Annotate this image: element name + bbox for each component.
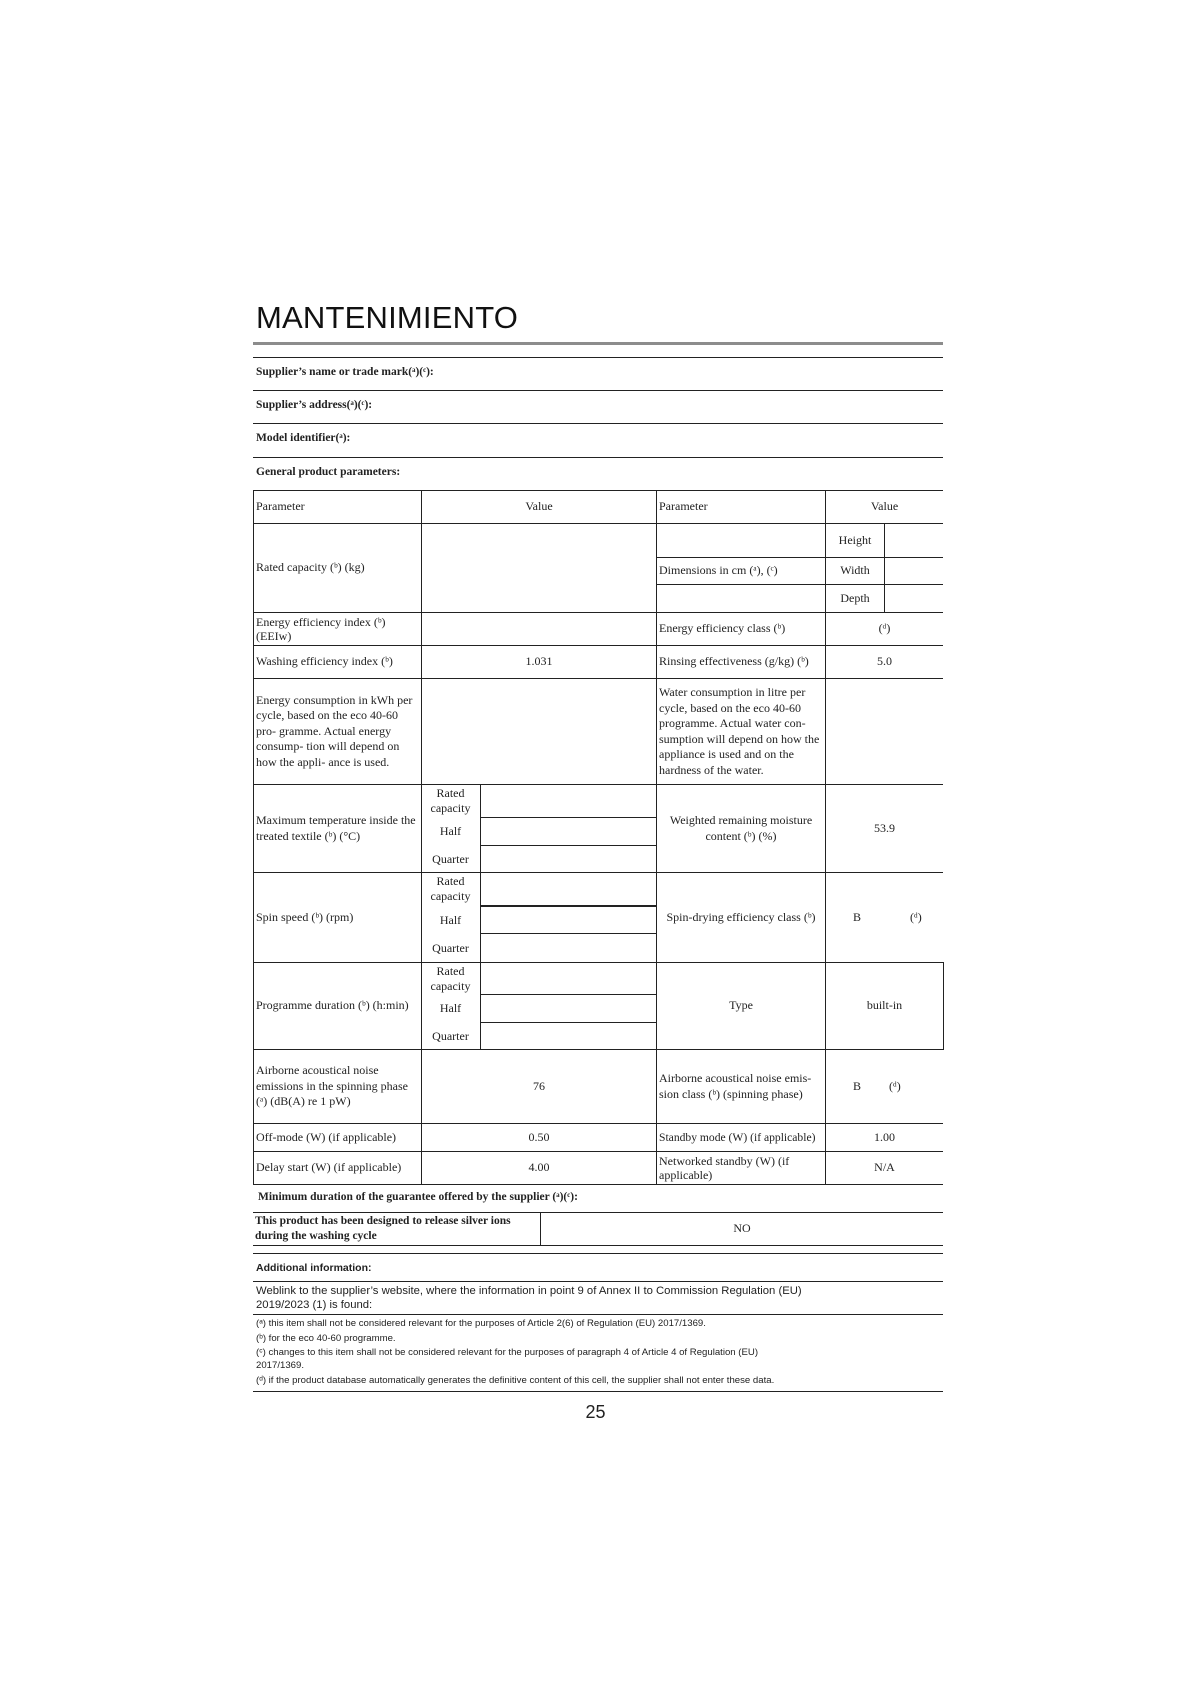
energy-class-value: (ᵈ)	[825, 612, 943, 646]
sub-label-quarter: Quarter	[432, 941, 469, 955]
max-temp-rated-value	[480, 784, 657, 818]
standby-value: 1.00	[825, 1123, 943, 1152]
noise-class-value: B	[853, 1078, 862, 1093]
rated-capacity-label: Rated capacity (ᵇ) (kg)	[253, 523, 422, 613]
divider	[253, 423, 943, 424]
guarantee-label: Minimum duration of the guarantee offere…	[258, 1191, 578, 1203]
rinsing-label: Rinsing effectiveness (g/kg) (ᵇ)	[656, 645, 826, 679]
off-mode-label: Off-mode (W) (if applicable)	[253, 1123, 422, 1152]
page-title: MANTENIMIENTO	[256, 300, 519, 335]
water-consumption-label: Water consumption in litre per cycle, ba…	[656, 678, 826, 785]
spin-class-cell: B (ᵈ)	[825, 872, 943, 963]
dimensions-label: Dimensions in cm (ᵃ), (ᶜ)	[656, 557, 826, 585]
delay-start-label: Delay start (W) (if applicable)	[253, 1151, 422, 1185]
type-label: Type	[656, 962, 826, 1050]
washing-index-label: Washing efficiency index (ᵇ)	[253, 645, 422, 679]
noise-value: 76	[421, 1049, 657, 1124]
divider	[253, 357, 943, 358]
spin-half-value	[480, 906, 657, 934]
header-value: Value	[421, 490, 657, 524]
weblink-label: Weblink to the supplier’s website, where…	[256, 1285, 802, 1311]
divider	[253, 457, 943, 458]
spin-quarter-value	[480, 933, 657, 963]
depth-value	[884, 584, 943, 613]
spin-class-note: (ᵈ)	[910, 909, 922, 924]
header-value: Value	[825, 490, 943, 524]
divider	[253, 1281, 943, 1282]
energy-consumption-label: Energy consumption in kWh per cycle, bas…	[253, 678, 422, 785]
delay-start-value: 4.00	[421, 1151, 657, 1185]
eei-label: Energy efficiency index (ᵇ) (EEIw)	[253, 612, 422, 646]
spin-class-label: Spin-drying efficiency class (ᵇ)	[656, 872, 826, 963]
model-identifier-label: Model identifier(ᵃ):	[256, 432, 351, 444]
divider	[253, 1253, 943, 1254]
max-temp-label: Maximum temperature inside the treated t…	[253, 784, 422, 873]
supplier-name-label: Supplier’s name or trade mark(ᵃ)(ᶜ):	[256, 366, 434, 378]
footnote-b: (ᵇ) for the eco 40-60 programme.	[256, 1333, 396, 1344]
moisture-label: Weighted remaining moisture content (ᵇ) …	[656, 784, 826, 873]
rinsing-value: 5.0	[825, 645, 943, 679]
sub-label-quarter: Quarter	[432, 852, 469, 866]
depth-label: Depth	[825, 584, 885, 613]
divider	[253, 1314, 943, 1315]
spin-rated-value	[480, 872, 657, 907]
max-temp-half-value	[480, 817, 657, 846]
duration-quarter-value	[480, 1022, 657, 1050]
standby-label: Standby mode (W) (if applicable)	[656, 1123, 826, 1152]
water-consumption-value	[825, 678, 943, 785]
duration-rated-value	[480, 962, 657, 995]
networked-standby-label: Networked standby (W) (if applicable)	[656, 1151, 826, 1185]
width-value	[884, 557, 943, 585]
washing-index-value: 1.031	[421, 645, 657, 679]
eei-value	[421, 612, 657, 646]
footnote-a: (ᵃ) this item shall not be considered re…	[256, 1318, 706, 1329]
dimensions-blank	[656, 523, 826, 558]
networked-standby-value: N/A	[825, 1151, 943, 1185]
footnote-c: (ᶜ) changes to this item shall not be co…	[256, 1347, 759, 1371]
sub-label-half: Half	[439, 1001, 462, 1015]
noise-label: Airborne acoustical noise emissions in t…	[253, 1049, 422, 1124]
energy-consumption-value	[421, 678, 657, 785]
silver-ions-label: This product has been designed to releas…	[253, 1212, 541, 1246]
sub-label-rated: Rated capacity	[430, 874, 471, 903]
sub-label-half: Half	[439, 824, 462, 838]
supplier-address-label: Supplier’s address(ᵃ)(ᶜ):	[256, 399, 373, 411]
divider	[253, 1391, 943, 1392]
page-number: 25	[585, 1402, 606, 1422]
type-value: built-in	[825, 962, 944, 1050]
energy-class-label: Energy efficiency class (ᵇ)	[656, 612, 826, 646]
rated-capacity-value	[421, 523, 657, 613]
title-rule	[253, 342, 943, 345]
spin-speed-label: Spin speed (ᵇ) (rpm)	[253, 872, 422, 963]
sub-label-rated: Rated capacity	[430, 964, 471, 993]
spin-class-value: B	[853, 909, 862, 924]
additional-info-label: Additional information:	[256, 1262, 372, 1274]
noise-class-cell: B (ᵈ)	[825, 1049, 943, 1124]
programme-duration-label: Programme duration (ᵇ) (h:min)	[253, 962, 422, 1050]
footnote-d: (ᵈ) if the product database automaticall…	[256, 1375, 775, 1386]
dimensions-blank	[656, 584, 826, 613]
general-params-label: General product parameters:	[256, 466, 401, 478]
divider	[253, 390, 943, 391]
moisture-value: 53.9	[825, 784, 943, 873]
duration-half-value	[480, 994, 657, 1023]
width-label: Width	[825, 557, 885, 585]
header-parameter: Parameter	[656, 490, 826, 524]
noise-class-label: Airborne acoustical noise emis- sion cla…	[656, 1049, 826, 1124]
max-temp-quarter-value	[480, 845, 657, 873]
off-mode-value: 0.50	[421, 1123, 657, 1152]
header-parameter: Parameter	[253, 490, 422, 524]
height-label: Height	[825, 523, 885, 558]
sub-label-half: Half	[439, 913, 462, 927]
silver-ions-value: NO	[540, 1212, 943, 1246]
height-value	[884, 523, 943, 558]
sub-label-rated: Rated capacity	[430, 786, 471, 815]
noise-class-note: (ᵈ)	[889, 1078, 901, 1093]
sub-label-quarter: Quarter	[432, 1029, 469, 1043]
